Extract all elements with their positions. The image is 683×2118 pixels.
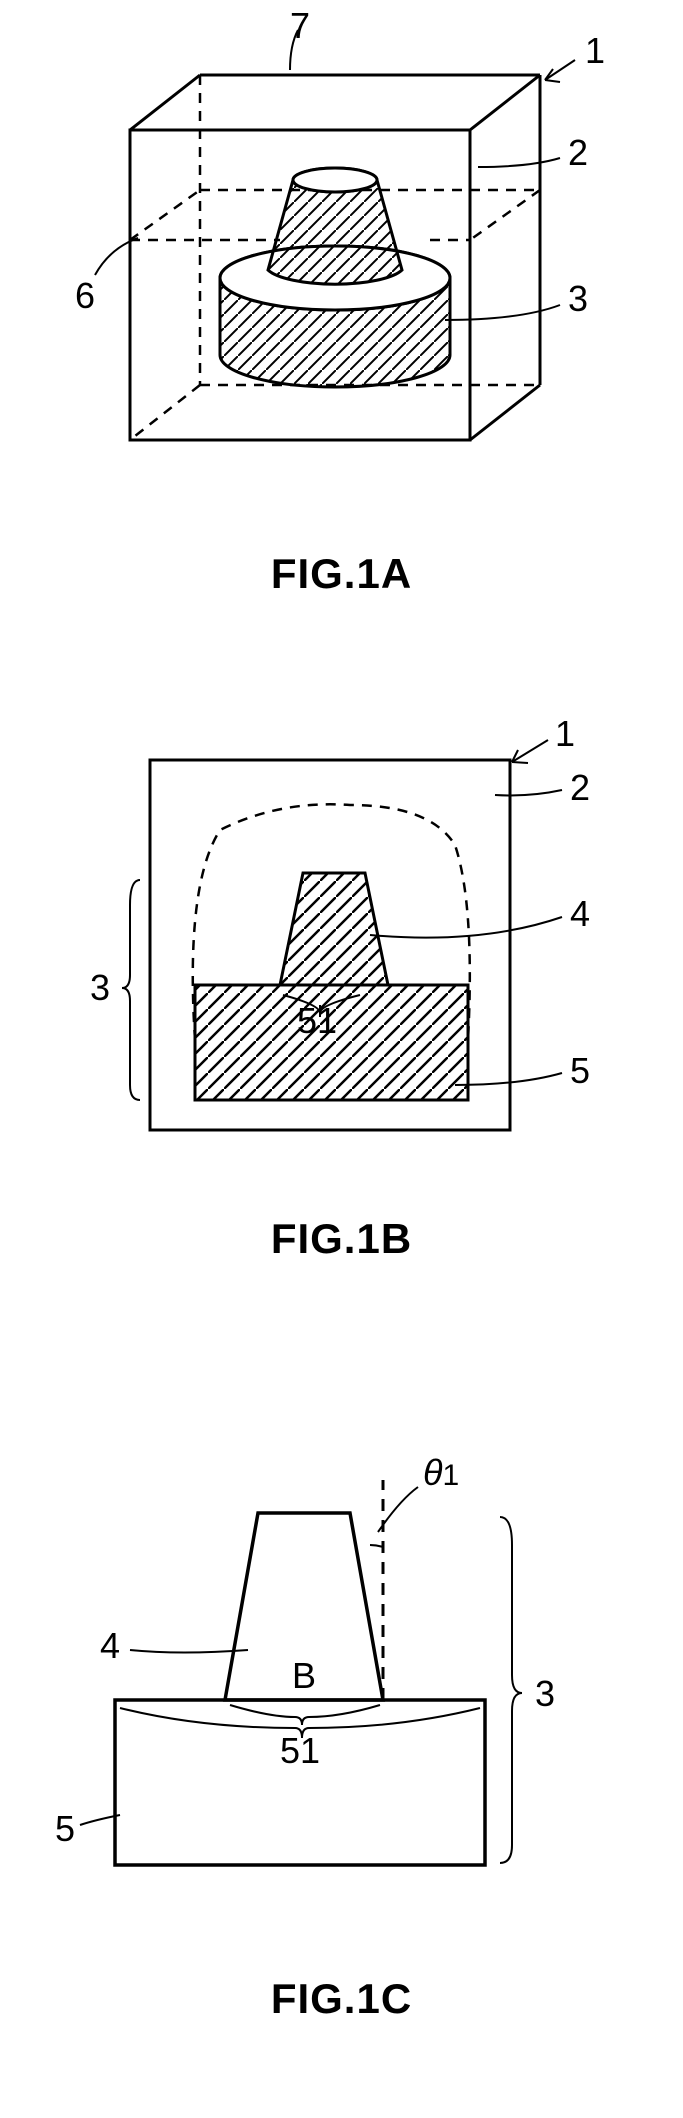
label-1b-5: 5: [570, 1050, 590, 1092]
label-1a-1: 1: [585, 30, 605, 72]
label-1c-B: B: [292, 1655, 316, 1697]
label-1a-3: 3: [568, 278, 588, 320]
label-1a-7: 7: [290, 5, 310, 47]
label-1b-4: 4: [570, 893, 590, 935]
label-1a-2: 2: [568, 132, 588, 174]
figure-1a: 7 1 2 3 6 FIG.1A: [0, 20, 683, 598]
label-1c-4: 4: [100, 1625, 120, 1667]
caption-1c: FIG.1C: [0, 1975, 683, 2023]
label-1b-51: 51: [297, 1000, 337, 1042]
figure-1a-svg: [0, 20, 683, 520]
label-1a-6: 6: [75, 275, 95, 317]
caption-1b: FIG.1B: [0, 1215, 683, 1263]
caption-1a: FIG.1A: [0, 550, 683, 598]
figure-1b: 1 2 4 5 3 51 FIG.1B: [0, 705, 683, 1263]
figure-1c: θ1 4 5 3 B 51 FIG.1C: [0, 1395, 683, 2023]
label-1b-2: 2: [570, 767, 590, 809]
label-1c-3: 3: [535, 1673, 555, 1715]
label-1b-1: 1: [555, 713, 575, 755]
label-1b-3: 3: [90, 967, 110, 1009]
label-1c-5: 5: [55, 1808, 75, 1850]
label-1c-51: 51: [280, 1730, 320, 1772]
label-1c-theta: θ1: [423, 1452, 459, 1494]
